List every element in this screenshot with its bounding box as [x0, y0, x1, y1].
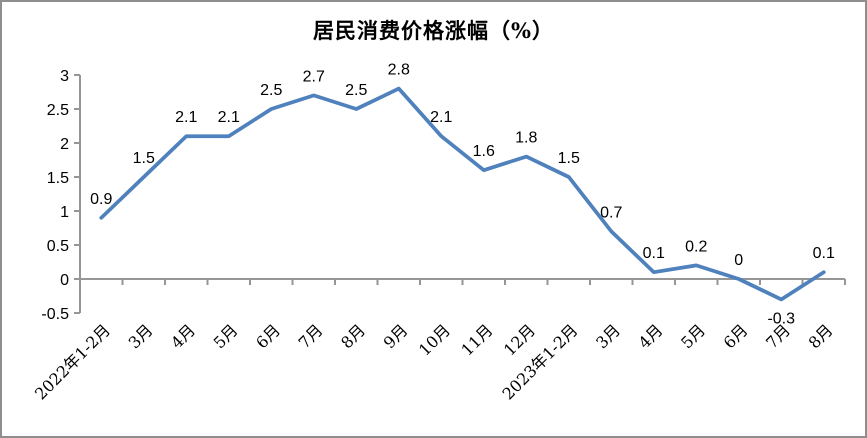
- data-label: 1.6: [473, 143, 495, 160]
- data-label: 1.5: [133, 150, 155, 167]
- data-label: 2.1: [218, 109, 240, 126]
- y-tick-label: -0.5: [41, 306, 69, 323]
- data-label: 0: [734, 252, 743, 269]
- data-label: 1.8: [515, 130, 537, 147]
- y-tick-label: 1.5: [47, 170, 69, 187]
- x-category-label: 8月: [337, 320, 369, 352]
- x-category-label: 4月: [167, 320, 199, 352]
- data-label: 0.7: [600, 204, 622, 221]
- data-label: 2.8: [388, 62, 410, 79]
- x-category-label: 6月: [720, 320, 752, 352]
- chart-title: 居民消费价格涨幅（%）: [313, 18, 554, 43]
- x-category-label: 3月: [125, 320, 157, 352]
- data-label: 2.1: [175, 109, 197, 126]
- x-category-label: 5月: [210, 320, 242, 352]
- y-tick-label: 3: [60, 68, 69, 85]
- data-label: 2.5: [345, 82, 367, 99]
- x-category-label: 6月: [252, 320, 284, 352]
- x-category-label: 11月: [457, 320, 496, 359]
- x-category-label: 10月: [415, 320, 454, 359]
- y-tick-label: 0: [60, 272, 69, 289]
- x-category-label: 12月: [500, 320, 539, 359]
- x-category-label: 2023年1-2月: [498, 320, 581, 403]
- y-tick-label: 0.5: [47, 238, 69, 255]
- x-category-label: 8月: [805, 320, 837, 352]
- data-label: 0.1: [813, 245, 835, 262]
- series-line: [99, 86, 826, 302]
- x-category-label: 4月: [635, 320, 667, 352]
- y-tick-label: 2.5: [47, 102, 69, 119]
- x-category-label: 2022年1-2月: [31, 320, 114, 403]
- data-label: 2.5: [260, 82, 282, 99]
- data-label: 0.1: [643, 245, 665, 262]
- y-tick-label: 2: [60, 136, 69, 153]
- data-label: 0.2: [685, 238, 707, 255]
- data-label: 0.9: [90, 191, 112, 208]
- x-category-label: 7月: [295, 320, 327, 352]
- data-label: -0.3: [767, 310, 795, 327]
- data-label: 1.5: [558, 150, 580, 167]
- data-label: 2.7: [303, 68, 325, 85]
- y-tick-label: 1: [60, 204, 69, 221]
- x-category-label: 5月: [677, 320, 709, 352]
- x-category-label: 3月: [592, 320, 624, 352]
- x-category-label: 9月: [380, 320, 412, 352]
- data-label: 2.1: [430, 109, 452, 126]
